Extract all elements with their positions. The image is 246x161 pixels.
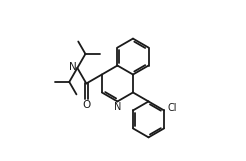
Text: N: N [69, 62, 76, 72]
Text: O: O [82, 100, 91, 110]
Text: N: N [114, 102, 121, 112]
Text: Cl: Cl [167, 103, 177, 114]
